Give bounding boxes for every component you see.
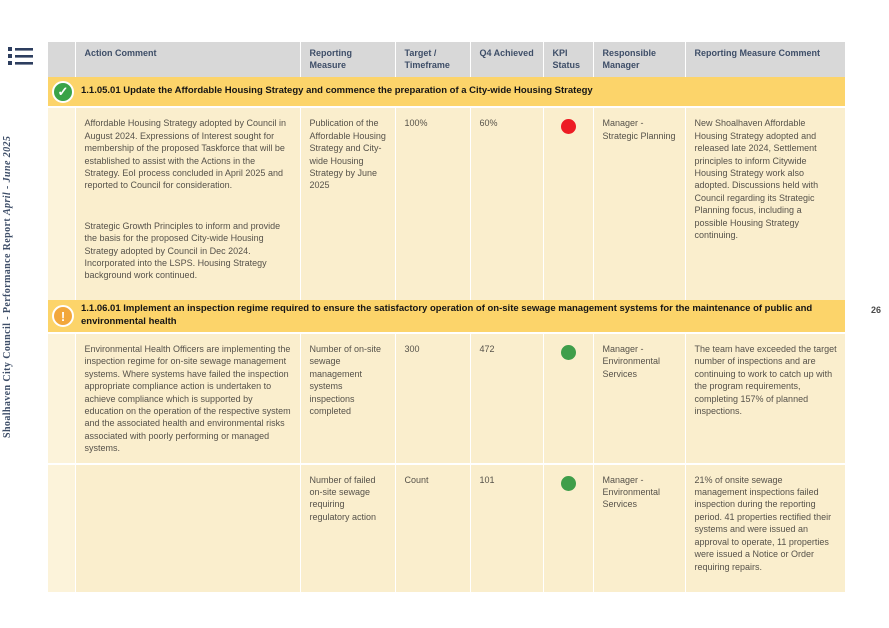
column-header-target-timeframe: Target / Timeframe [395, 42, 471, 78]
performance-report-table: Action Comment Reporting Measure Target … [48, 42, 845, 592]
table-row: Affordable Housing Strategy adopted by C… [48, 106, 845, 301]
cell-reporting-measure-comment: The team have exceeded the target number… [685, 332, 845, 464]
cell-kpi-status [543, 462, 594, 592]
table-of-contents-icon[interactable] [8, 45, 34, 67]
check-circle-icon: ✓ [52, 80, 74, 103]
cell-reporting-measure: Publication of the Affordable Housing St… [300, 106, 396, 301]
cell-action-comment: Environmental Health Officers are implem… [75, 332, 301, 464]
section-title: 1.1.06.01 Implement an inspection regime… [81, 303, 813, 328]
cell-responsible-manager: Manager - Environmental Services [593, 332, 686, 464]
cell-kpi-status [543, 106, 594, 301]
status-gutter-cell [48, 332, 76, 464]
cell-target-timeframe: 100% [395, 106, 471, 301]
cell-action-comment: Affordable Housing Strategy adopted by C… [75, 106, 301, 301]
column-header-q4-achieved: Q4 Achieved [470, 42, 544, 78]
cell-reporting-measure: Number of on-site sewage management syst… [300, 332, 396, 464]
status-gutter-cell [48, 106, 76, 301]
sidebar-report-title: Shoalhaven City Council - Performance Re… [2, 135, 13, 438]
cell-target-timeframe: 300 [395, 332, 471, 464]
table-row: Environmental Health Officers are implem… [48, 332, 845, 464]
cell-responsible-manager: Manager - Strategic Planning [593, 106, 686, 301]
column-header-reporting-measure-comment: Reporting Measure Comment [685, 42, 845, 78]
cell-q4-achieved: 101 [470, 462, 544, 592]
table-row: Number of failed on-site sewage requirin… [48, 462, 845, 592]
status-column-header [48, 42, 76, 78]
cell-q4-achieved: 472 [470, 332, 544, 464]
cell-reporting-measure-comment: New Shoalhaven Affordable Housing Strate… [685, 106, 845, 301]
cell-kpi-status [543, 332, 594, 464]
column-header-kpi-status: KPI Status [543, 42, 594, 78]
kpi-status-dot-icon [561, 345, 576, 360]
cell-reporting-measure: Number of failed on-site sewage requirin… [300, 462, 396, 592]
section-header-1.1.05.01: ✓ 1.1.05.01 Update the Affordable Housin… [48, 77, 845, 108]
kpi-status-dot-icon [561, 119, 576, 135]
exclamation-circle-icon: ! [52, 305, 74, 328]
status-gutter-cell [48, 462, 76, 592]
section-header-1.1.06.01: ! 1.1.06.01 Implement an inspection regi… [48, 300, 845, 333]
kpi-status-dot-icon [561, 475, 576, 491]
section-title: 1.1.05.01 Update the Affordable Housing … [81, 85, 593, 97]
cell-responsible-manager: Manager - Environmental Services [593, 462, 686, 592]
column-header-reporting-measure: Reporting Measure [300, 42, 396, 78]
cell-target-timeframe: Count [395, 462, 471, 592]
page-number: 26 [870, 305, 881, 315]
column-header-responsible-manager: Responsible Manager [593, 42, 686, 78]
column-header-action-comment: Action Comment [75, 42, 301, 78]
table-header-row: Action Comment Reporting Measure Target … [48, 42, 845, 78]
cell-action-comment [75, 462, 301, 592]
cell-reporting-measure-comment: 21% of onsite sewage management inspecti… [685, 462, 845, 592]
cell-q4-achieved: 60% [470, 106, 544, 301]
